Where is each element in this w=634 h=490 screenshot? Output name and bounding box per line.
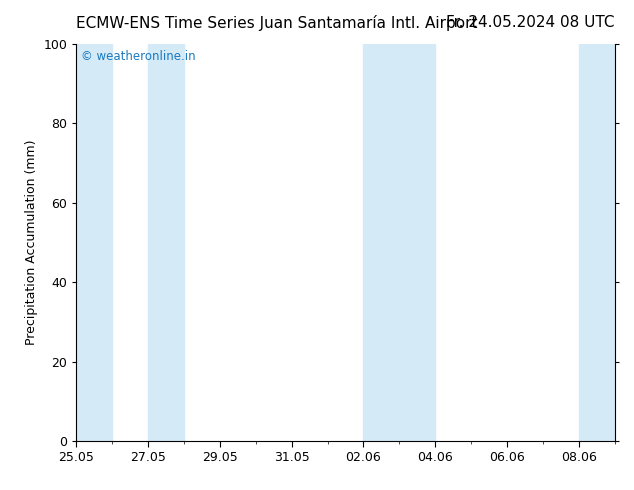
Text: Fr. 24.05.2024 08 UTC: Fr. 24.05.2024 08 UTC	[446, 15, 615, 30]
Bar	[579, 44, 615, 441]
Text: ECMW-ENS Time Series Juan Santamaría Intl. Airport: ECMW-ENS Time Series Juan Santamaría Int…	[76, 15, 477, 31]
Bar	[76, 44, 112, 441]
Text: © weatheronline.in: © weatheronline.in	[81, 50, 196, 63]
Bar	[148, 44, 184, 441]
Bar	[399, 44, 436, 441]
Bar	[363, 44, 399, 441]
Y-axis label: Precipitation Accumulation (mm): Precipitation Accumulation (mm)	[25, 140, 37, 345]
